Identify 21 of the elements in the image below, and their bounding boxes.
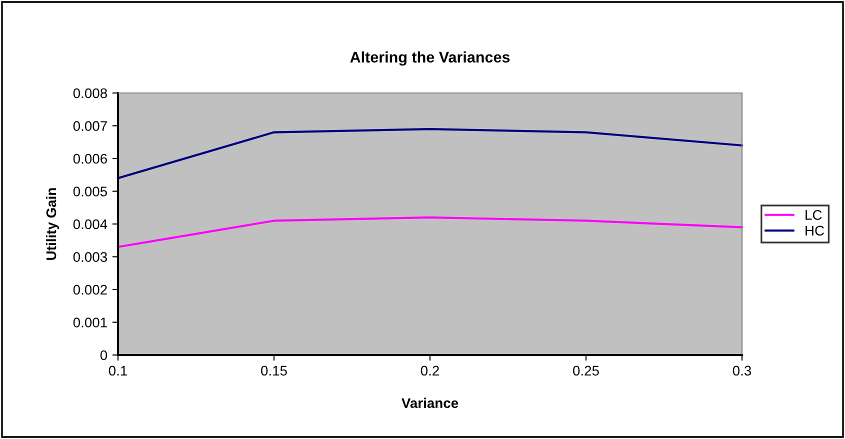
x-tick-label: 0.1: [108, 366, 127, 376]
chart-title: Altering the Variances: [350, 51, 510, 66]
y-tick-label: 0.001: [73, 318, 107, 328]
x-axis-title: Variance: [402, 398, 458, 408]
x-tick-label: 0.15: [261, 366, 287, 376]
y-tick-label: 0.008: [73, 88, 107, 98]
y-tick-label: 0.004: [73, 219, 108, 230]
y-tick-label: 0.006: [73, 154, 107, 164]
y-tick-label: 0.002: [73, 284, 107, 295]
legend-label: HC: [806, 226, 824, 236]
y-tick-label: 0.005: [73, 186, 108, 196]
y-tick-label: 0.007: [73, 121, 107, 131]
y-tick-label: 0: [100, 350, 108, 360]
x-tick-label: 0.25: [573, 366, 599, 376]
y-tick-label: 0.003: [73, 252, 107, 262]
line-series: [116, 128, 744, 180]
y-axis-title: Utility Gain: [46, 188, 59, 260]
x-tick-label: 0.2: [420, 366, 439, 376]
legend-label: LC: [806, 210, 822, 220]
x-tick-label: 0.3: [732, 366, 752, 376]
line-series: [116, 216, 744, 248]
